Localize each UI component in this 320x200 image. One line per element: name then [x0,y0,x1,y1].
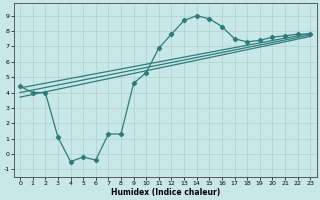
X-axis label: Humidex (Indice chaleur): Humidex (Indice chaleur) [110,188,220,197]
